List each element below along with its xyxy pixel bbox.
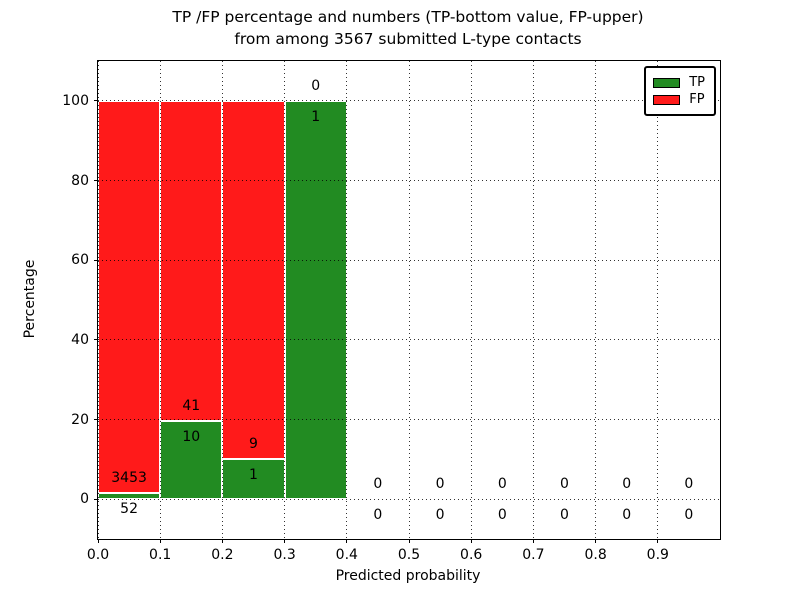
grid-line-x [97, 61, 99, 539]
x-tick [221, 539, 223, 543]
x-tick-label: 0.2 [211, 547, 234, 563]
bar-label-tp-count: 52 [120, 501, 139, 518]
legend-swatch-tp [653, 77, 681, 88]
grid-line-x [408, 61, 410, 539]
grid-line-x [657, 61, 659, 539]
bar-segment-fp [98, 100, 161, 494]
grid-line-y [98, 498, 720, 500]
y-tick [94, 339, 98, 341]
bar-label-fp-count: 0 [373, 476, 383, 493]
bar-segment-fp [222, 100, 285, 460]
x-tick [284, 539, 286, 543]
x-tick [408, 539, 410, 543]
y-axis-label: Percentage [22, 259, 38, 339]
grid-line-x [221, 61, 223, 539]
grid-line-x [284, 61, 286, 539]
bar-label-tp-count: 0 [497, 507, 507, 524]
y-tick-label: 80 [71, 172, 89, 189]
chart-title-line2: from among 3567 submitted L-type contact… [234, 30, 582, 48]
grid-line-y [98, 100, 720, 102]
x-tick [346, 539, 348, 543]
bar-label-fp-count: 0 [560, 476, 569, 493]
x-tick-label: 0.4 [335, 547, 358, 563]
x-tick-label: 0.5 [397, 547, 421, 563]
grid-line-x [595, 61, 597, 539]
bar-label-fp-count: 41 [182, 398, 201, 415]
chart-title-line1: TP /FP percentage and numbers (TP-bottom… [172, 8, 644, 26]
legend-label: FP [689, 92, 705, 107]
legend-item-tp: TP [653, 75, 705, 90]
grid-line-y [98, 419, 720, 420]
grid-line-y [98, 259, 720, 261]
x-tick [657, 539, 659, 543]
x-tick [595, 539, 597, 543]
y-tick [94, 419, 98, 420]
x-tick-label: 0.1 [149, 547, 172, 563]
bar-label-tp-count: 1 [249, 467, 258, 484]
grid-line-x [159, 61, 161, 539]
y-tick-label: 100 [62, 92, 89, 109]
bar-label-fp-count: 0 [684, 476, 694, 493]
x-tick [470, 539, 472, 543]
x-tick [532, 539, 534, 543]
y-tick [94, 180, 98, 181]
grid-line-y [98, 180, 720, 181]
y-tick-label: 40 [71, 331, 89, 348]
y-tick-label: 0 [80, 491, 89, 508]
y-tick-label: 60 [71, 252, 89, 269]
grid-line-y [98, 339, 720, 341]
bar-label-tp-count: 0 [373, 507, 383, 524]
bar-segment-tp [284, 100, 347, 500]
y-tick-label: 20 [71, 411, 89, 428]
grid-line-x [470, 61, 472, 539]
bar-label-tp-count: 10 [182, 429, 201, 446]
plot-area: TP FP 0.0 0.1 0.2 0.3 0.4 0.5 0.6 0.7 0.8 0.9 0 20 40… [62, 60, 721, 563]
bar-label-fp-count: 0 [497, 476, 507, 493]
legend-item-fp: FP [653, 92, 705, 107]
x-tick-label: 0.8 [584, 547, 607, 563]
legend-box: TP FP [644, 66, 716, 116]
bar-label-fp-count: 0 [435, 476, 445, 493]
x-tick [159, 539, 161, 543]
chart-title: TP /FP percentage and numbers (TP-bottom… [97, 6, 719, 50]
y-tick [94, 259, 98, 261]
grid-line-x [532, 61, 534, 539]
bar-label-fp-count: 9 [249, 436, 258, 453]
bar-label-fp-count: 0 [311, 77, 321, 94]
x-axis-label: Predicted probability [335, 568, 481, 584]
bar-label-tp-count: 1 [311, 108, 321, 125]
x-tick-label: 0.0 [86, 547, 110, 563]
x-tick-label: 0.3 [273, 547, 296, 563]
bar-label-tp-count: 0 [560, 507, 569, 524]
x-tick [97, 539, 99, 543]
bar-segment-fp [160, 100, 223, 422]
bar-label-tp-count: 0 [684, 507, 694, 524]
bar-label-fp-count: 3453 [111, 470, 147, 487]
bar-label-tp-count: 0 [435, 507, 445, 524]
legend-swatch-fp [653, 94, 681, 105]
x-tick-label: 0.7 [522, 547, 545, 563]
bar-segment-tp [160, 421, 223, 500]
y-tick [94, 498, 98, 500]
bar-label-tp-count: 0 [622, 507, 632, 524]
grid-line-x [346, 61, 348, 539]
y-tick [94, 100, 98, 102]
x-tick-label: 0.6 [460, 547, 483, 563]
legend-label: TP [689, 75, 705, 90]
x-tick-label: 0.9 [646, 547, 669, 563]
bar-label-fp-count: 0 [622, 476, 632, 493]
